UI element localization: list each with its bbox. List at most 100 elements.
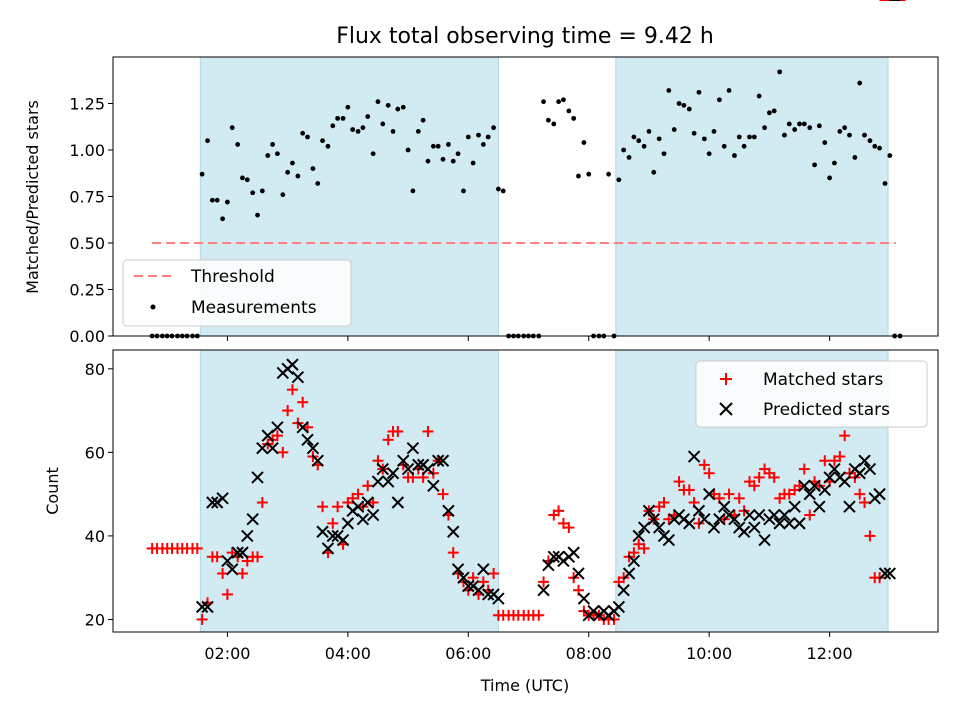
measurement-point (325, 143, 331, 149)
measurement-point (244, 177, 250, 183)
predicted-star-point (336, 533, 350, 547)
measurement-point (732, 153, 737, 158)
measurement-point (500, 188, 506, 194)
matched-star-point (277, 446, 289, 458)
measurement-point (816, 123, 822, 129)
predicted-star-point (376, 462, 389, 476)
measurement-point (551, 121, 557, 127)
measurement-point (792, 127, 798, 132)
measurement-point (470, 160, 476, 166)
predicted-legend-icon (719, 402, 733, 416)
measurement-point (616, 177, 622, 183)
measurement-point (370, 151, 376, 157)
matched-star-point (447, 547, 459, 559)
measurement-point (571, 115, 577, 121)
measurement-point (847, 132, 852, 138)
measurement-point (290, 160, 295, 166)
matched-star-point (282, 405, 294, 417)
y-tick-label: 60 (85, 443, 105, 462)
measurement-point (214, 197, 220, 203)
y-tick-label: 20 (85, 610, 105, 629)
measurement-point (274, 151, 280, 157)
measurement-point (365, 114, 371, 119)
measurement-point (310, 166, 316, 172)
predicted-star-point (431, 454, 445, 467)
predicted-star-point (447, 525, 460, 538)
y-tick-label: 80 (85, 360, 105, 379)
predicted-star-point (421, 462, 435, 476)
predicted-star-point (878, 567, 892, 580)
predicted-star-point (537, 584, 550, 597)
measurement-point (857, 80, 863, 86)
matched-star-point (723, 488, 735, 500)
matched-star-point (211, 551, 223, 563)
bottom-axes-frame (112, 349, 939, 633)
predicted-star-point (718, 500, 731, 513)
predicted-star-point (251, 471, 264, 484)
predicted-star-point (808, 479, 821, 492)
matched-star-point (819, 455, 831, 467)
measurement-point (225, 199, 230, 205)
matched-star-point (768, 471, 780, 483)
predicted-star-point (577, 592, 591, 605)
matched-star-point (673, 476, 685, 488)
x-axis-label: Time (UTC) (480, 676, 569, 695)
measurement-point (686, 106, 692, 112)
matched-star-point (748, 480, 760, 492)
matched-star-point (658, 496, 670, 508)
matched-star-point (392, 425, 404, 437)
x-tick-label: 04:00 (325, 644, 371, 663)
measurement-point (711, 129, 717, 134)
measurement-point (756, 93, 762, 99)
bottom-y-axis-label: Count (43, 467, 62, 515)
predicted-star-point (481, 588, 495, 601)
predicted-star-point (642, 504, 656, 518)
predicted-star-point (783, 517, 796, 530)
measurement-point (827, 175, 833, 181)
measurement-point (209, 197, 215, 203)
bottom-y-axis-ticks: 20 40 60 80 (85, 360, 113, 629)
measurement-point (405, 147, 411, 153)
predicted-star-point (301, 433, 314, 447)
matched-star-point (217, 568, 229, 580)
measurement-point (837, 129, 843, 134)
measurement-point (350, 127, 356, 132)
measurement-point (270, 142, 275, 147)
top-observing-windows (199, 57, 889, 336)
measurement-point (782, 132, 787, 138)
measurement-point (581, 140, 587, 145)
measurement-point (801, 121, 807, 127)
matched-star-point (839, 430, 851, 442)
measurement-point (641, 143, 647, 149)
matched-star-point (834, 451, 846, 463)
observing-window-band (200, 350, 499, 632)
measurement-point (797, 121, 802, 127)
measurement-point (747, 134, 752, 140)
y-tick-label: 0.25 (69, 281, 105, 300)
measurement-point (335, 115, 341, 121)
measurements-legend-icon (150, 304, 156, 310)
measurement-point (220, 216, 225, 222)
predicted-star-point (221, 554, 234, 568)
measurement-point (440, 156, 446, 162)
y-tick-label: 40 (85, 527, 105, 546)
measurement-point (315, 181, 321, 186)
predicted-star-point (271, 421, 284, 434)
matched-star-point (297, 396, 309, 408)
matched-star-point (683, 484, 695, 496)
predicted-stars-points (195, 0, 901, 622)
matched-star-point (221, 588, 233, 600)
predicted-star-point (793, 517, 806, 530)
predicted-star-point (316, 525, 329, 538)
predicted-star-point (737, 525, 751, 538)
matched-star-point (798, 463, 810, 475)
x-tick-label: 10:00 (686, 644, 732, 663)
measurement-point (626, 155, 632, 160)
matched-star-point (191, 542, 203, 554)
matched-star-point (538, 576, 550, 588)
measurement-point (887, 153, 893, 158)
predicted-star-point (361, 496, 374, 509)
predicted-star-point (767, 508, 781, 522)
predicted-star-point (306, 441, 320, 455)
